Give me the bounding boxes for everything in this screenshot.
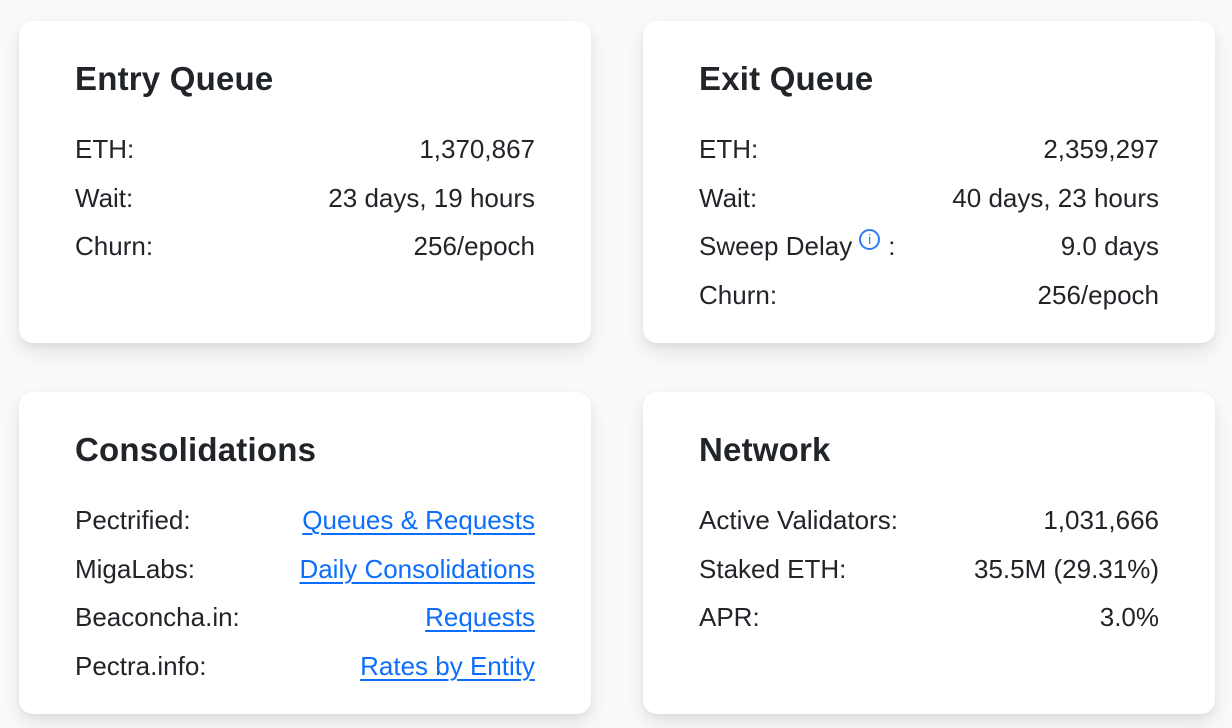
rates-by-entity-link[interactable]: Rates by Entity — [360, 650, 535, 681]
dashboard-grid: Entry Queue ETH: 1,370,867 Wait: 23 days… — [19, 21, 1215, 714]
card-entry-queue: Entry Queue ETH: 1,370,867 Wait: 23 days… — [19, 21, 591, 343]
stat-label: Sweep Delay — [699, 231, 853, 261]
link-source-label: Pectra.info: — [75, 650, 207, 681]
stat-row-active-validators: Active Validators: 1,031,666 — [699, 496, 1159, 545]
stat-label: ETH: — [75, 134, 135, 164]
stat-value: 1,031,666 — [1043, 505, 1159, 535]
entry-queue-rows: ETH: 1,370,867 Wait: 23 days, 19 hours C… — [75, 125, 535, 271]
entry-queue-title: Entry Queue — [75, 60, 274, 97]
exit-queue-title: Exit Queue — [699, 60, 874, 97]
requests-link[interactable]: Requests — [425, 602, 535, 632]
link-source-label: MigaLabs: — [75, 553, 195, 584]
stat-label-colon: : — [888, 231, 896, 261]
daily-consolidations-link[interactable]: Daily Consolidations — [299, 553, 535, 584]
network-title: Network — [699, 431, 831, 468]
stat-label: Staked ETH: — [699, 553, 847, 584]
stat-label-group: Sweep Delay i : — [699, 222, 895, 271]
stat-row-apr: APR: 3.0% — [699, 593, 1159, 642]
card-network: Network Active Validators: 1,031,666 Sta… — [643, 392, 1215, 714]
link-row-migalabs: MigaLabs: Daily Consolidations — [75, 545, 535, 594]
stat-label: Wait: — [699, 182, 758, 213]
queues-requests-link[interactable]: Queues & Requests — [302, 505, 535, 535]
stat-label: Churn: — [75, 231, 154, 261]
stat-row-churn: Churn: 256/epoch — [699, 271, 1159, 320]
stat-value: 23 days, 19 hours — [328, 182, 535, 213]
info-icon[interactable]: i — [859, 229, 881, 250]
stat-label: APR: — [699, 602, 760, 632]
consolidations-title: Consolidations — [75, 431, 317, 468]
stat-row-sweep-delay: Sweep Delay i : 9.0 days — [699, 222, 1159, 271]
stat-value: 2,359,297 — [1043, 134, 1159, 164]
stat-row-wait: Wait: 40 days, 23 hours — [699, 174, 1159, 223]
stat-row-wait: Wait: 23 days, 19 hours — [75, 174, 535, 223]
consolidations-rows: Pectrified: Queues & Requests MigaLabs: … — [75, 496, 535, 690]
exit-queue-rows: ETH: 2,359,297 Wait: 40 days, 23 hours S… — [699, 125, 1159, 319]
card-exit-queue: Exit Queue ETH: 2,359,297 Wait: 40 days,… — [643, 21, 1215, 343]
card-consolidations: Consolidations Pectrified: Queues & Requ… — [19, 392, 591, 714]
stat-value: 3.0% — [1099, 602, 1159, 632]
stat-value: 35.5M (29.31%) — [974, 553, 1159, 584]
link-source-label: Beaconcha.in: — [75, 602, 240, 632]
stat-row-eth: ETH: 2,359,297 — [699, 125, 1159, 174]
stat-value: 256/epoch — [1037, 279, 1159, 310]
stat-label: ETH: — [699, 134, 759, 164]
link-row-pectrainfo: Pectra.info: Rates by Entity — [75, 642, 535, 691]
link-source-label: Pectrified: — [75, 505, 191, 535]
stat-row-staked-eth: Staked ETH: 35.5M (29.31%) — [699, 545, 1159, 594]
stat-value: 256/epoch — [413, 231, 535, 261]
stat-label: Active Validators: — [699, 505, 898, 535]
link-row-pectrified: Pectrified: Queues & Requests — [75, 496, 535, 545]
link-row-beaconchain: Beaconcha.in: Requests — [75, 593, 535, 642]
network-rows: Active Validators: 1,031,666 Staked ETH:… — [699, 496, 1159, 642]
stat-row-churn: Churn: 256/epoch — [75, 222, 535, 271]
stat-label: Churn: — [699, 279, 778, 310]
stat-row-eth: ETH: 1,370,867 — [75, 125, 535, 174]
stat-value: 9.0 days — [1060, 231, 1159, 261]
stat-label: Wait: — [75, 182, 134, 213]
stat-value: 40 days, 23 hours — [952, 182, 1159, 213]
stat-value: 1,370,867 — [419, 134, 535, 164]
